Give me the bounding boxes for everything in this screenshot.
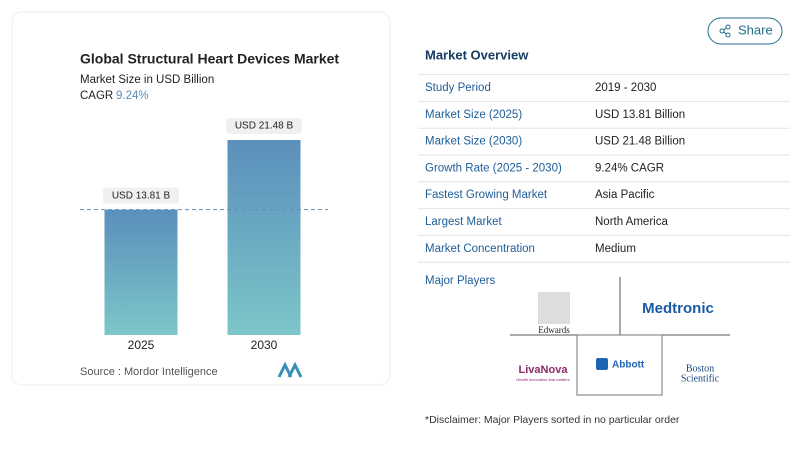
brand-logo — [277, 361, 303, 378]
row-value: USD 13.81 Billion — [595, 109, 685, 121]
chart-subtitle: Market Size in USD Billion — [80, 74, 214, 86]
row-value: Medium — [595, 243, 636, 255]
bars: USD 13.81 B 2025 USD 21.48 B 2030 — [80, 118, 328, 352]
source: Source : Mordor Intelligence — [80, 366, 218, 378]
chart-card — [11, 11, 391, 386]
row-value: North America — [595, 216, 668, 228]
row-value: 2019 - 2030 — [595, 82, 656, 94]
cagr-value: 9.24% — [116, 90, 149, 102]
cagr-label: CAGR — [80, 90, 113, 102]
logo-grid — [510, 277, 730, 396]
abbott-icon — [596, 358, 608, 370]
row-label: Market Size (2030) — [425, 136, 522, 148]
row-value: 9.24% CAGR — [595, 162, 664, 174]
share-label[interactable]: Share — [738, 22, 773, 37]
player-logo: Medtronic — [642, 300, 714, 317]
overview-title: Market Overview — [425, 47, 529, 62]
row-label: Study Period — [425, 82, 491, 94]
chart-title: Global Structural Heart Devices Market — [80, 51, 339, 67]
share-icon — [719, 24, 731, 38]
player-logo: LivaNova — [519, 364, 569, 376]
player-logo: Abbott — [612, 360, 645, 371]
x-tick-label: 2030 — [251, 338, 278, 352]
share-button[interactable] — [707, 17, 783, 45]
row-label: Fastest Growing Market — [425, 189, 548, 201]
players-title: Major Players — [425, 275, 496, 287]
edwards-icon — [538, 292, 570, 324]
row-label: Growth Rate (2025 - 2030) — [425, 162, 562, 174]
player-logo: Edwards — [538, 325, 570, 335]
x-tick-label: 2025 — [128, 338, 155, 352]
row-label: Market Size (2025) — [425, 109, 522, 121]
value-label: USD 21.48 B — [235, 121, 294, 132]
value-label: USD 13.81 B — [112, 190, 171, 201]
row-label: Largest Market — [425, 216, 503, 228]
player-logo: Boston — [686, 363, 714, 374]
player-logo: Scientific — [681, 373, 720, 384]
row-value: USD 21.48 Billion — [595, 136, 685, 148]
bar — [104, 209, 178, 335]
row-value: Asia Pacific — [595, 189, 655, 201]
value-label-box — [226, 118, 302, 134]
player-tagline: Health innovation that matters — [516, 377, 569, 382]
overview-table: Study Period 2019 - 2030 Market Size (2025… — [418, 74, 790, 263]
bar — [227, 140, 301, 335]
disclaimer: *Disclaimer: Major Players sorted in no … — [425, 414, 680, 426]
value-label-box — [103, 187, 179, 204]
row-label: Market Concentration — [425, 243, 535, 255]
